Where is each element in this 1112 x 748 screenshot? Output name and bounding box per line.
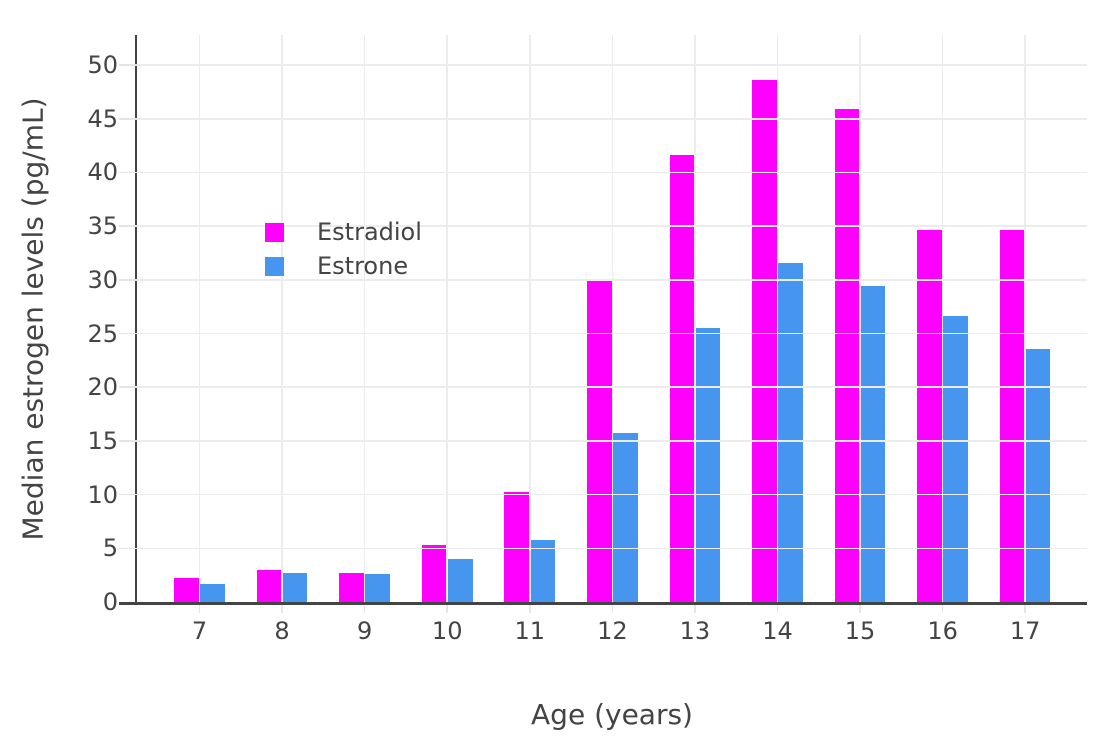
- y-tick: [119, 386, 137, 389]
- bar-estrone-age-16: [942, 316, 968, 602]
- y-tick-label: 40: [87, 158, 118, 187]
- x-tick: [611, 604, 614, 613]
- legend-swatch-estradiol: [265, 222, 284, 242]
- x-gridline: [281, 35, 283, 602]
- y-tick-label: 20: [87, 373, 118, 402]
- x-gridline: [941, 35, 944, 602]
- x-gridline: [1024, 35, 1026, 602]
- bar-estradiol-age-16: [917, 230, 943, 602]
- legend-swatch-estrone: [265, 256, 284, 276]
- y-tick-label: 45: [87, 104, 118, 133]
- x-tick-label: 13: [679, 617, 711, 645]
- x-gridline: [859, 35, 861, 602]
- bar-estradiol-age-17: [999, 230, 1026, 602]
- x-tick-label: 8: [274, 617, 290, 645]
- y-tick-label: 0: [102, 588, 118, 616]
- x-tick: [776, 604, 779, 613]
- bar-estradiol-age-13: [669, 155, 695, 602]
- x-tick: [198, 604, 201, 613]
- bar-estrone-age-10: [447, 559, 473, 602]
- x-gridline: [363, 35, 366, 602]
- x-tick: [528, 604, 531, 613]
- x-tick-label: 11: [514, 617, 546, 645]
- bar-estrone-age-8: [282, 573, 308, 602]
- x-axis-line: [118, 602, 1087, 605]
- bar-estradiol-age-11: [504, 492, 530, 602]
- legend-label-estrone: Estrone: [317, 252, 409, 280]
- x-tick: [1024, 604, 1026, 613]
- y-tick: [119, 117, 137, 120]
- x-gridline: [776, 35, 779, 602]
- x-tick: [859, 604, 861, 613]
- x-gridline: [694, 35, 696, 602]
- legend-item-estrone[interactable]: Estrone: [265, 252, 408, 280]
- bar-estrone-age-17: [1025, 348, 1051, 602]
- x-gridline: [446, 35, 448, 602]
- x-tick-label: 15: [844, 617, 876, 645]
- y-axis-line: [134, 35, 137, 605]
- y-tick: [119, 64, 137, 66]
- bar-estrone-age-12: [612, 433, 638, 602]
- bar-estrone-age-9: [364, 574, 390, 602]
- bar-estradiol-age-14: [752, 80, 778, 602]
- legend-label-estradiol: Estradiol: [317, 218, 422, 246]
- bar-estradiol-age-10: [421, 545, 448, 602]
- y-tick: [119, 225, 137, 227]
- x-tick: [941, 604, 944, 613]
- x-tick-label: 12: [597, 617, 628, 645]
- y-tick-label: 35: [87, 212, 118, 241]
- bar-estrone-age-11: [529, 539, 556, 602]
- y-tick: [119, 332, 137, 335]
- x-gridline: [528, 35, 531, 602]
- x-tick-label: 17: [1009, 617, 1041, 645]
- y-tick-label: 5: [102, 534, 118, 563]
- bar-estrone-age-15: [860, 286, 886, 602]
- y-tick-label: 50: [87, 51, 118, 80]
- bar-estrone-age-14: [777, 262, 803, 602]
- bar-estrone-age-7: [199, 583, 225, 602]
- y-tick: [119, 171, 137, 174]
- x-tick-label: 10: [431, 617, 463, 645]
- x-axis-title: Age (years): [531, 698, 693, 731]
- y-tick-label: 25: [87, 319, 118, 348]
- y-tick: [119, 440, 137, 442]
- legend-item-estradiol[interactable]: Estradiol: [265, 218, 422, 246]
- x-tick-label: 14: [762, 617, 793, 645]
- y-tick-label: 15: [87, 426, 118, 455]
- x-tick-label: 16: [927, 617, 958, 645]
- x-gridline: [198, 35, 201, 602]
- bar-estradiol-age-7: [174, 578, 200, 602]
- x-tick: [281, 604, 283, 613]
- bar-estrone-age-13: [694, 328, 721, 602]
- y-tick: [119, 279, 137, 281]
- y-tick: [119, 547, 137, 550]
- x-tick: [363, 604, 366, 613]
- x-tick: [694, 604, 696, 613]
- x-tick: [446, 604, 448, 613]
- x-tick-label: 9: [356, 617, 373, 645]
- x-tick-label: 7: [191, 617, 208, 645]
- y-tick-label: 10: [87, 480, 118, 509]
- x-gridline: [611, 35, 614, 602]
- bar-estradiol-age-15: [834, 109, 861, 602]
- y-tick: [119, 493, 137, 496]
- y-tick-label: 30: [87, 265, 118, 294]
- bar-estradiol-age-8: [256, 569, 283, 602]
- bar-estradiol-age-9: [339, 573, 365, 602]
